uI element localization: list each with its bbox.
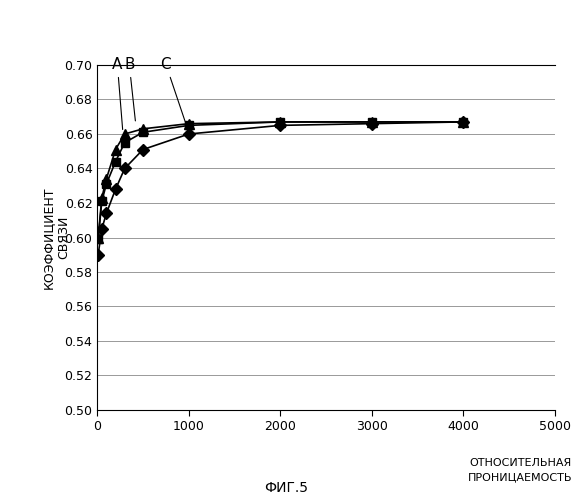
- Y-axis label: КОЭФФИЦИЕНТ
СВЯЗИ: КОЭФФИЦИЕНТ СВЯЗИ: [42, 186, 70, 289]
- Text: A: A: [112, 57, 122, 130]
- Text: ФИГ.5: ФИГ.5: [264, 481, 308, 495]
- Text: ОТНОСИТЕЛЬНАЯ: ОТНОСИТЕЛЬНАЯ: [470, 458, 571, 468]
- Text: ПРОНИЦАЕМОСТЬ: ПРОНИЦАЕМОСТЬ: [468, 472, 572, 482]
- Text: B: B: [124, 57, 136, 121]
- Text: C: C: [161, 57, 188, 130]
